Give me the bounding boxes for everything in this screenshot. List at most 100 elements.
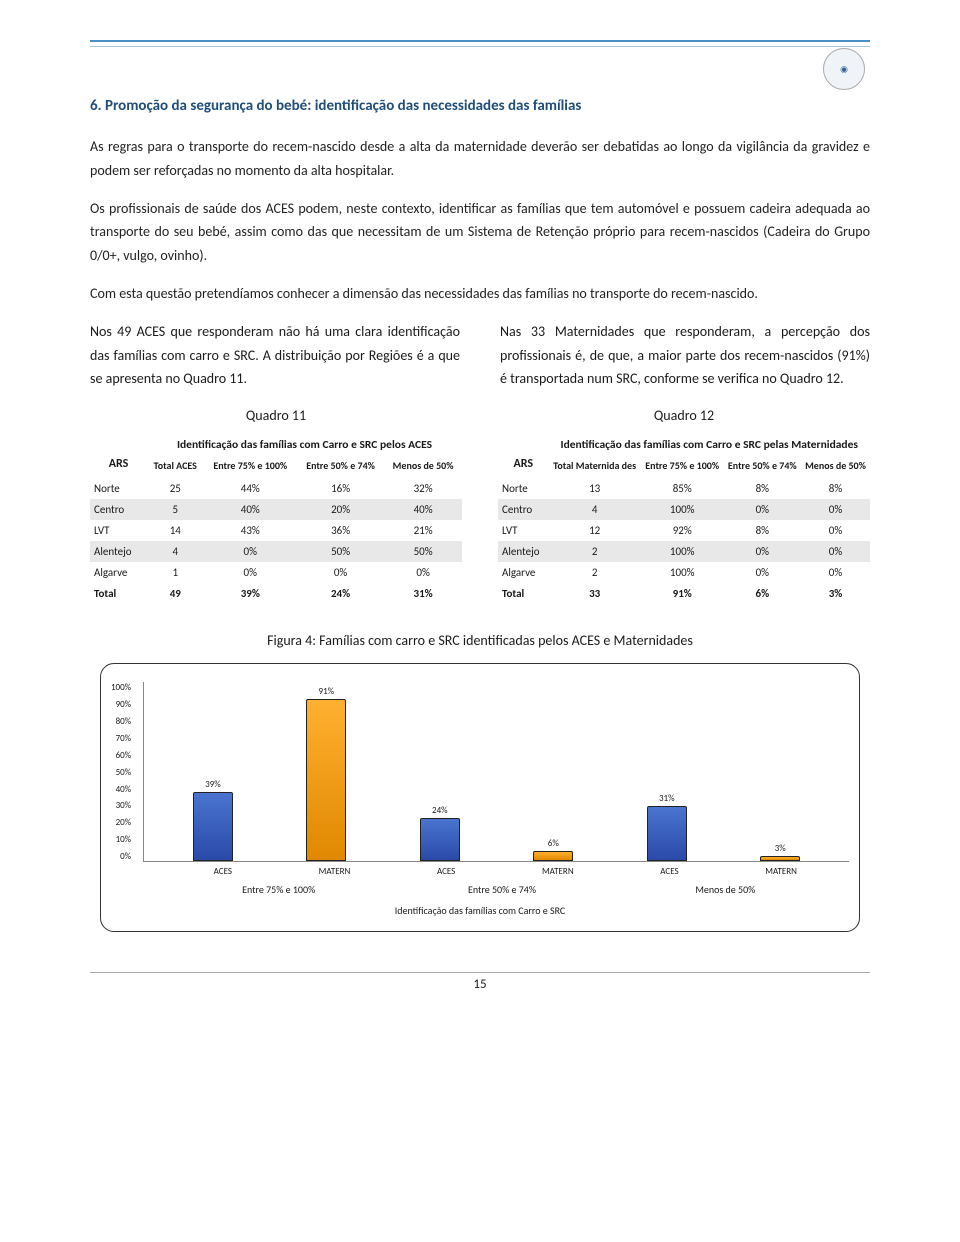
table-cell: 0% xyxy=(724,499,801,520)
table-cell: 0% xyxy=(384,562,462,583)
table-cell: 21% xyxy=(384,520,462,541)
table-quadro-12: ARS Identificação das famílias com Carro… xyxy=(498,434,870,604)
table-cell: 43% xyxy=(204,520,297,541)
table-cell: 6% xyxy=(724,583,801,604)
table-cell: 0% xyxy=(801,562,870,583)
table-cell: 2 xyxy=(549,562,641,583)
table-cell: 49 xyxy=(147,583,204,604)
table-cell: 1 xyxy=(147,562,204,583)
table-cell: 0% xyxy=(204,541,297,562)
header-rule-2 xyxy=(90,46,870,47)
chart-y-axis: 100%90%80%70%60%50%40%30%20%10%0% xyxy=(111,682,135,862)
table-row: Algarve10%0%0% xyxy=(90,562,462,583)
table-row: Alentejo40%50%50% xyxy=(90,541,462,562)
table-cell: 8% xyxy=(724,520,801,541)
table-cell: 2 xyxy=(549,541,641,562)
table-cell: 0% xyxy=(801,541,870,562)
table-row: Algarve2100%0%0% xyxy=(498,562,870,583)
table-cell: Total xyxy=(498,583,549,604)
chart-bar: 24% xyxy=(420,818,460,861)
table-cell: 0% xyxy=(801,499,870,520)
table-cell: 100% xyxy=(641,562,724,583)
table-row: Norte1385%8%8% xyxy=(498,478,870,499)
table-cell: 8% xyxy=(801,478,870,499)
table-row: Centro540%20%40% xyxy=(90,499,462,520)
table-cell: 5 xyxy=(147,499,204,520)
table-cell: Centro xyxy=(90,499,147,520)
table-subhead: Total Maternida des xyxy=(549,458,641,478)
right-column-text: Nas 33 Maternidades que responderam, a p… xyxy=(500,320,870,391)
table-subhead: Total ACES xyxy=(147,458,204,478)
table-cell: 100% xyxy=(641,499,724,520)
chart-bar: 91% xyxy=(306,699,346,861)
t12-sup-head: Identificação das famílias com Carro e S… xyxy=(549,434,870,458)
table-cell: LVT xyxy=(498,520,549,541)
table-cell: 14 xyxy=(147,520,204,541)
table-cell: 0% xyxy=(297,562,384,583)
t12-ars-head: ARS xyxy=(498,434,549,478)
table-cell: 8% xyxy=(724,478,801,499)
table-cell: Norte xyxy=(90,478,147,499)
chart-bar: 6% xyxy=(533,851,573,862)
quadro12-title: Quadro 12 xyxy=(498,407,870,424)
section-title: 6. Promoção da segurança do bebé: identi… xyxy=(90,97,870,115)
chart-plot-area: 39% 91% 24% 6% 31% 3% xyxy=(143,682,849,862)
chart-bar: 3% xyxy=(760,856,800,861)
table-cell: Norte xyxy=(498,478,549,499)
table-cell: 50% xyxy=(297,541,384,562)
table-subhead: Menos de 50% xyxy=(384,458,462,478)
quadro11-title: Quadro 11 xyxy=(90,407,462,424)
table-cell: Total xyxy=(90,583,147,604)
table-cell: Centro xyxy=(498,499,549,520)
chart-x-labels: ACESMATERNACESMATERNACESMATERN xyxy=(111,862,849,877)
chart-bar: 31% xyxy=(647,806,687,861)
left-column-text: Nos 49 ACES que responderam não há uma c… xyxy=(90,320,460,391)
table-cell: 3% xyxy=(801,583,870,604)
table-cell: 0% xyxy=(724,562,801,583)
table-cell: 36% xyxy=(297,520,384,541)
table-cell: 31% xyxy=(384,583,462,604)
table-cell: Alentejo xyxy=(90,541,147,562)
table-cell: 40% xyxy=(384,499,462,520)
table-cell: 32% xyxy=(384,478,462,499)
table-cell: 20% xyxy=(297,499,384,520)
chart-group-labels: Entre 75% e 100%Entre 50% e 74%Menos de … xyxy=(111,877,849,896)
table-cell: 0% xyxy=(724,541,801,562)
table-cell: 25 xyxy=(147,478,204,499)
table-cell: 4 xyxy=(147,541,204,562)
t11-sup-head: Identificação das famílias com Carro e S… xyxy=(147,434,462,458)
table-cell: 92% xyxy=(641,520,724,541)
table-cell: 12 xyxy=(549,520,641,541)
table-subhead: Entre 75% e 100% xyxy=(641,458,724,478)
table-cell: Algarve xyxy=(90,562,147,583)
table-cell: 0% xyxy=(204,562,297,583)
header-rule xyxy=(90,40,870,42)
table-row: Total4939%24%31% xyxy=(90,583,462,604)
table-row: Total3391%6%3% xyxy=(498,583,870,604)
table-row: Centro4100%0%0% xyxy=(498,499,870,520)
paragraph-2: Os profissionais de saúde dos ACES podem… xyxy=(90,197,870,268)
chart-caption: Identificação das famílias com Carro e S… xyxy=(111,904,849,917)
table-cell: 91% xyxy=(641,583,724,604)
table-cell: Algarve xyxy=(498,562,549,583)
table-cell: 44% xyxy=(204,478,297,499)
table-cell: Alentejo xyxy=(498,541,549,562)
paragraph-1: As regras para o transporte do recem-nas… xyxy=(90,135,870,183)
table-cell: 50% xyxy=(384,541,462,562)
header-logo: ◉ xyxy=(823,48,865,90)
table-cell: 4 xyxy=(549,499,641,520)
table-row: Norte2544%16%32% xyxy=(90,478,462,499)
table-row: Alentejo2100%0%0% xyxy=(498,541,870,562)
table-subhead: Entre 50% e 74% xyxy=(724,458,801,478)
table-cell: 100% xyxy=(641,541,724,562)
table-cell: 85% xyxy=(641,478,724,499)
table-cell: 0% xyxy=(801,520,870,541)
table-row: LVT1443%36%21% xyxy=(90,520,462,541)
table-cell: 13 xyxy=(549,478,641,499)
table-subhead: Entre 50% e 74% xyxy=(297,458,384,478)
table-quadro-11: ARS Identificação das famílias com Carro… xyxy=(90,434,462,604)
table-cell: 24% xyxy=(297,583,384,604)
chart-bar: 39% xyxy=(193,792,233,861)
figure-4-chart: 100%90%80%70%60%50%40%30%20%10%0% 39% 91%… xyxy=(100,663,860,932)
page-number: 15 xyxy=(90,972,870,992)
